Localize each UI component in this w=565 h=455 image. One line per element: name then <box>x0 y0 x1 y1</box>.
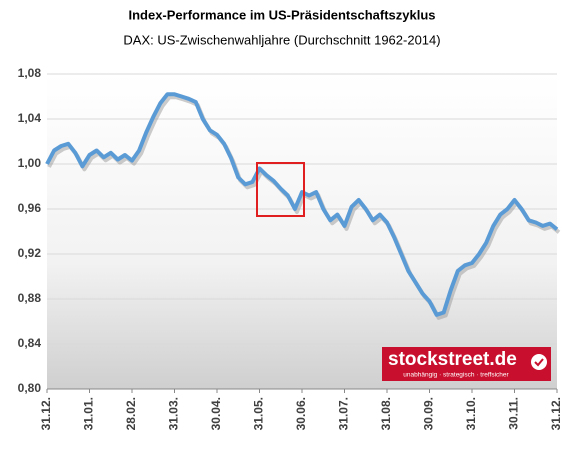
logo: stockstreet.de unabhängig · strategisch … <box>382 347 551 381</box>
line <box>45 92 559 317</box>
logo-check <box>531 354 547 370</box>
y-tick-label: 0,80 <box>18 381 42 395</box>
x-tick-label: 28.02. <box>124 397 138 430</box>
x-tick-label: 31.03. <box>167 397 181 430</box>
y-tick-label: 1,08 <box>18 66 42 80</box>
logo-name: stockstreet.de <box>388 349 517 370</box>
y-tick-label: 0,92 <box>18 246 42 260</box>
y-tick-label: 0,84 <box>18 336 42 350</box>
chart-subtitle: DAX: US-Zwischenwahljahre (Durchschnitt … <box>123 32 440 47</box>
x-tick-label: 31.05. <box>252 397 266 430</box>
x-tick-label: 31.10. <box>464 397 478 430</box>
x-tick-label: 31.01. <box>82 397 96 430</box>
x-tick-label: 30.11. <box>507 397 521 430</box>
y-tick-label: 1,00 <box>18 156 42 170</box>
chart-title: Index-Performance im US-Präsidentschafts… <box>128 7 435 22</box>
x-tick-label: 30.04. <box>209 397 223 430</box>
y-tick-label: 0,96 <box>18 201 42 215</box>
y-tick-label: 1,04 <box>18 111 42 125</box>
y-tick-label: 0,88 <box>18 291 42 305</box>
x-tick-label: 30.09. <box>422 397 436 430</box>
logo-box <box>382 347 551 381</box>
x-tick-label: 31.07. <box>337 397 351 430</box>
x-tick-label: 31.12. <box>549 397 563 430</box>
highlight-box <box>256 162 305 217</box>
logo-check-mark <box>534 358 544 367</box>
x-tick-label: 31.12. <box>39 397 53 430</box>
plot-area <box>47 74 557 389</box>
x-tick-label: 31.08. <box>379 397 393 430</box>
logo-tagline: unabhängig · strategisch · treffsicher <box>403 372 509 379</box>
x-tick-label: 30.06. <box>294 397 308 430</box>
